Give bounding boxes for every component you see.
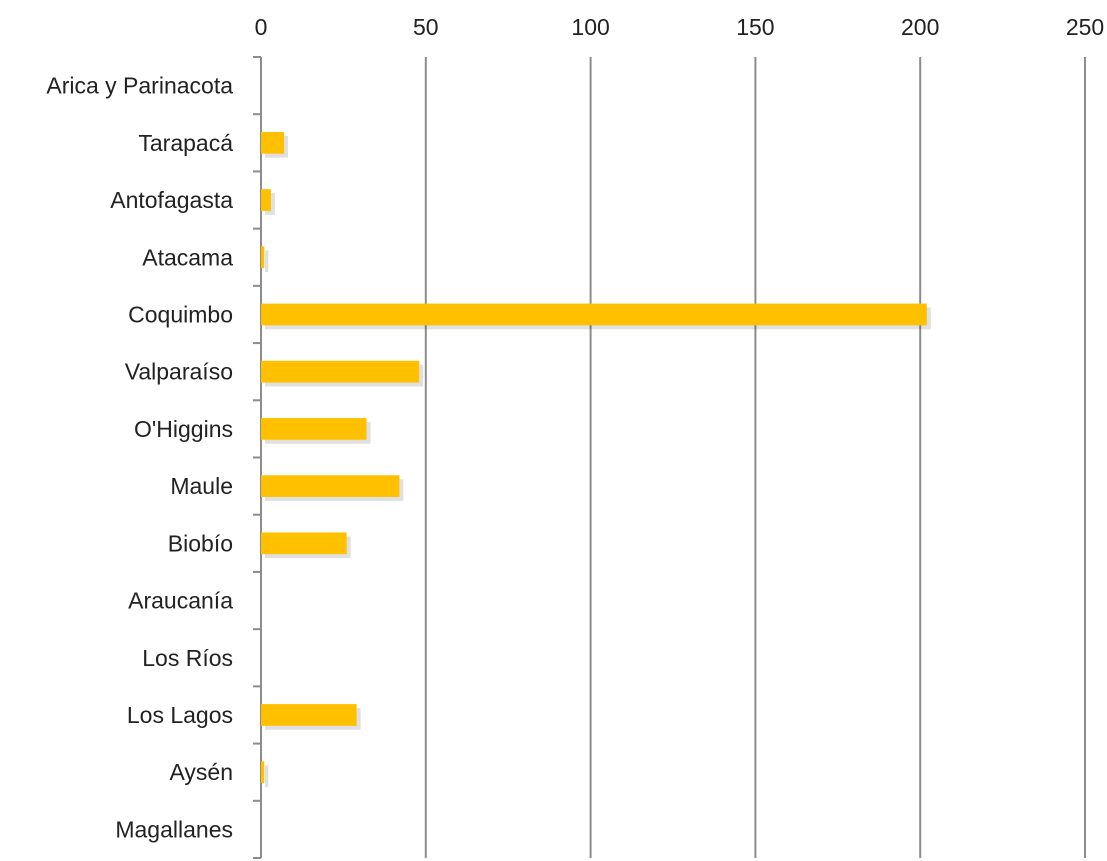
category-label: Maule: [170, 473, 233, 499]
category-label: Magallanes: [115, 816, 233, 842]
category-label: Atacama: [142, 244, 233, 270]
category-label: Biobío: [168, 530, 233, 556]
bar: [261, 418, 367, 440]
bar: [261, 761, 265, 784]
category-label: Valparaíso: [125, 359, 233, 385]
bar-shadow: [265, 765, 269, 788]
category-label: Tarapacá: [138, 130, 233, 156]
grid-lines: [424, 57, 1086, 858]
bar: [261, 475, 400, 497]
category-label: Arica y Parinacota: [46, 73, 233, 99]
x-tick-label: 150: [736, 14, 774, 40]
x-tick-label: 0: [255, 14, 268, 40]
bars: [261, 131, 931, 788]
bar: [261, 532, 347, 555]
bar-shadow: [265, 250, 269, 273]
category-label: Aysén: [169, 759, 233, 785]
bar: [261, 303, 927, 326]
category-label: O'Higgins: [134, 416, 233, 442]
value-axis-tick-labels: 0 50 100 150 200 250: [255, 14, 1105, 40]
category-label: Los Ríos: [142, 645, 233, 671]
x-tick-label: 50: [413, 14, 439, 40]
bar: [261, 246, 265, 269]
category-label: Coquimbo: [128, 301, 233, 327]
x-tick-label: 100: [571, 14, 609, 40]
bar: [261, 189, 271, 211]
category-labels: Arica y Parinacota Tarapacá Antofagasta Ata…: [46, 73, 233, 843]
x-tick-label: 250: [1066, 14, 1104, 40]
category-label: Los Lagos: [127, 702, 233, 728]
category-label: Antofagasta: [110, 187, 233, 213]
category-axis: [253, 56, 262, 859]
bar: [261, 131, 285, 154]
bar: [261, 704, 357, 726]
bar: [261, 360, 420, 383]
x-tick-label: 200: [901, 14, 939, 40]
category-label: Araucanía: [128, 588, 233, 614]
